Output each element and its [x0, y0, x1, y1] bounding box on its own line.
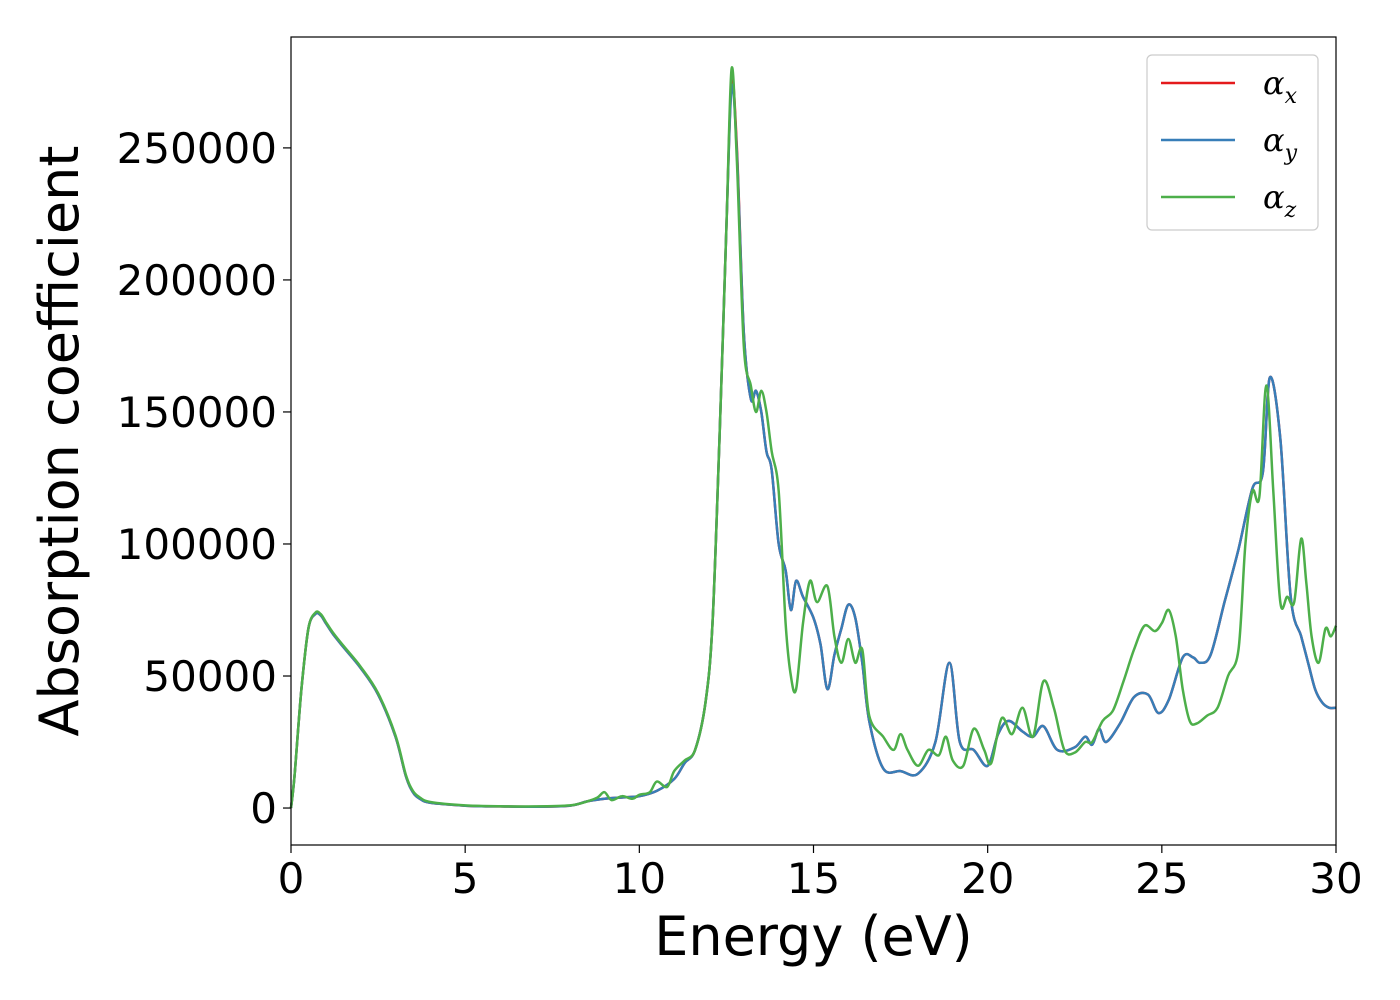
legend-label-x: αx [1263, 64, 1298, 109]
y-tick-label: 50000 [143, 652, 277, 701]
x-tick-label: 10 [613, 854, 666, 903]
y-tick-label: 0 [250, 784, 277, 833]
x-axis-title: Energy (eV) [654, 905, 973, 968]
legend: αx αy αz [1146, 54, 1319, 231]
y-tick-label: 200000 [117, 256, 277, 305]
x-tick-label: 25 [1135, 854, 1188, 903]
x-tick-label: 5 [452, 854, 479, 903]
x-tick-label: 15 [787, 854, 840, 903]
x-axis-ticks: 0 5 10 15 20 25 30 [278, 845, 1363, 903]
legend-label-z: αz [1263, 178, 1297, 223]
y-tick-label: 250000 [117, 124, 277, 173]
y-tick-label: 150000 [117, 388, 277, 437]
series-line-z [289, 66, 1338, 809]
x-tick-label: 30 [1309, 854, 1362, 903]
series-layer [289, 66, 1338, 809]
x-tick-label: 0 [278, 854, 305, 903]
y-axis-ticks: 0 50000 100000 150000 200000 250000 [117, 124, 291, 833]
y-tick-label: 100000 [117, 520, 277, 569]
legend-label-y: αy [1263, 121, 1298, 166]
x-tick-label: 20 [961, 854, 1014, 903]
y-axis-title: Absorption coefficient [28, 146, 91, 737]
legend-box [1146, 54, 1319, 231]
